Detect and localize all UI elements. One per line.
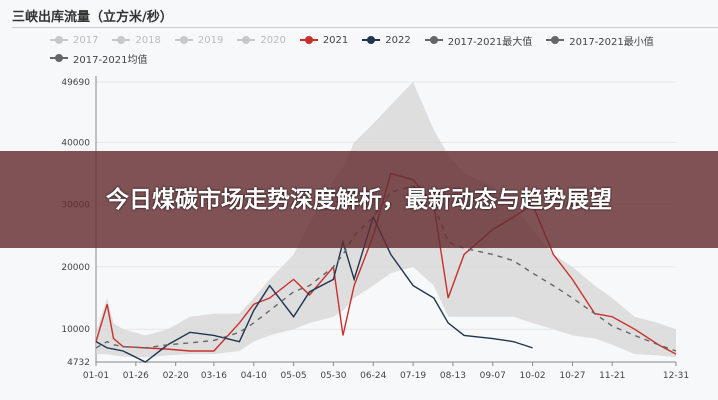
x-tick-label: 05-30 <box>320 371 346 381</box>
y-tick-label: 20000 <box>61 263 90 273</box>
x-tick-label: 04-10 <box>241 371 267 381</box>
legend-marker-icon <box>174 35 193 45</box>
headline-text: 今日煤碳市场走势深度解析，最新动态与趋势展望 <box>106 186 612 213</box>
legend-label: 2018 <box>135 34 161 46</box>
legend-marker-icon <box>299 35 318 45</box>
legend-label: 2017-2021最大值 <box>447 36 533 48</box>
x-tick-label: 10-02 <box>520 371 546 381</box>
x-tick-label: 10-27 <box>559 371 585 381</box>
x-tick-label: 02-20 <box>163 371 189 381</box>
x-tick-label: 08-13 <box>440 371 466 381</box>
series-line-2021 <box>95 172 677 355</box>
legend-label: 2021 <box>322 34 349 46</box>
x-tick-label: 03-16 <box>201 371 227 381</box>
legend-item[interactable]: 2017-2021最小值 <box>546 31 654 49</box>
legend-label: 2020 <box>260 34 286 46</box>
headline-banner: 今日煤碳市场走势深度解析，最新动态与趋势展望 <box>0 151 718 248</box>
legend-label: 2019 <box>197 34 224 46</box>
legend-marker-icon <box>50 35 68 45</box>
x-tick-label: 05-05 <box>281 371 307 381</box>
legend-marker-icon <box>424 35 443 45</box>
legend-item[interactable]: 2019 <box>174 31 224 49</box>
legend-label: 2022 <box>385 34 411 46</box>
title-divider <box>12 27 718 28</box>
legend-item[interactable]: 2020 <box>237 31 286 49</box>
x-tick-label: 09-07 <box>480 371 506 381</box>
legend-marker-icon <box>112 35 131 45</box>
legend-marker-icon <box>237 35 256 45</box>
x-tick-label: 06-24 <box>360 371 386 381</box>
chart-title: 三峡出库流量（立方米/秒） <box>12 10 173 25</box>
legend-marker-icon <box>50 53 68 63</box>
y-tick-label: 49690 <box>61 78 90 88</box>
legend-item[interactable]: 2017-2021均值 <box>50 49 148 67</box>
legend-marker-icon <box>362 35 381 45</box>
x-tick-label: 07-19 <box>400 371 426 381</box>
x-tick-label: 11-21 <box>599 371 625 381</box>
legend-label: 2017-2021均值 <box>73 54 148 66</box>
legend-label: 2017-2021最小值 <box>569 36 654 48</box>
y-tick-label: 40000 <box>61 138 90 148</box>
x-tick-label: 01-01 <box>83 371 109 381</box>
legend-item[interactable]: 2017-2021最大值 <box>424 31 533 49</box>
y-tick-label: 10000 <box>61 325 90 335</box>
x-tick-label: 01-26 <box>123 371 149 381</box>
y-tick-label: 4732 <box>67 358 90 368</box>
legend-item[interactable]: 2022 <box>362 31 411 49</box>
legend-marker-icon <box>546 35 565 45</box>
legend-item[interactable]: 2018 <box>112 31 161 49</box>
legend-item[interactable]: 2017 <box>50 31 98 49</box>
legend-label: 2017 <box>73 34 99 46</box>
legend: 2017 2018 2019 2020 2021 2022 2017-2021最大值 2017… <box>50 31 700 67</box>
x-tick-label: 12-31 <box>663 371 689 381</box>
legend-item[interactable]: 2021 <box>299 31 349 49</box>
